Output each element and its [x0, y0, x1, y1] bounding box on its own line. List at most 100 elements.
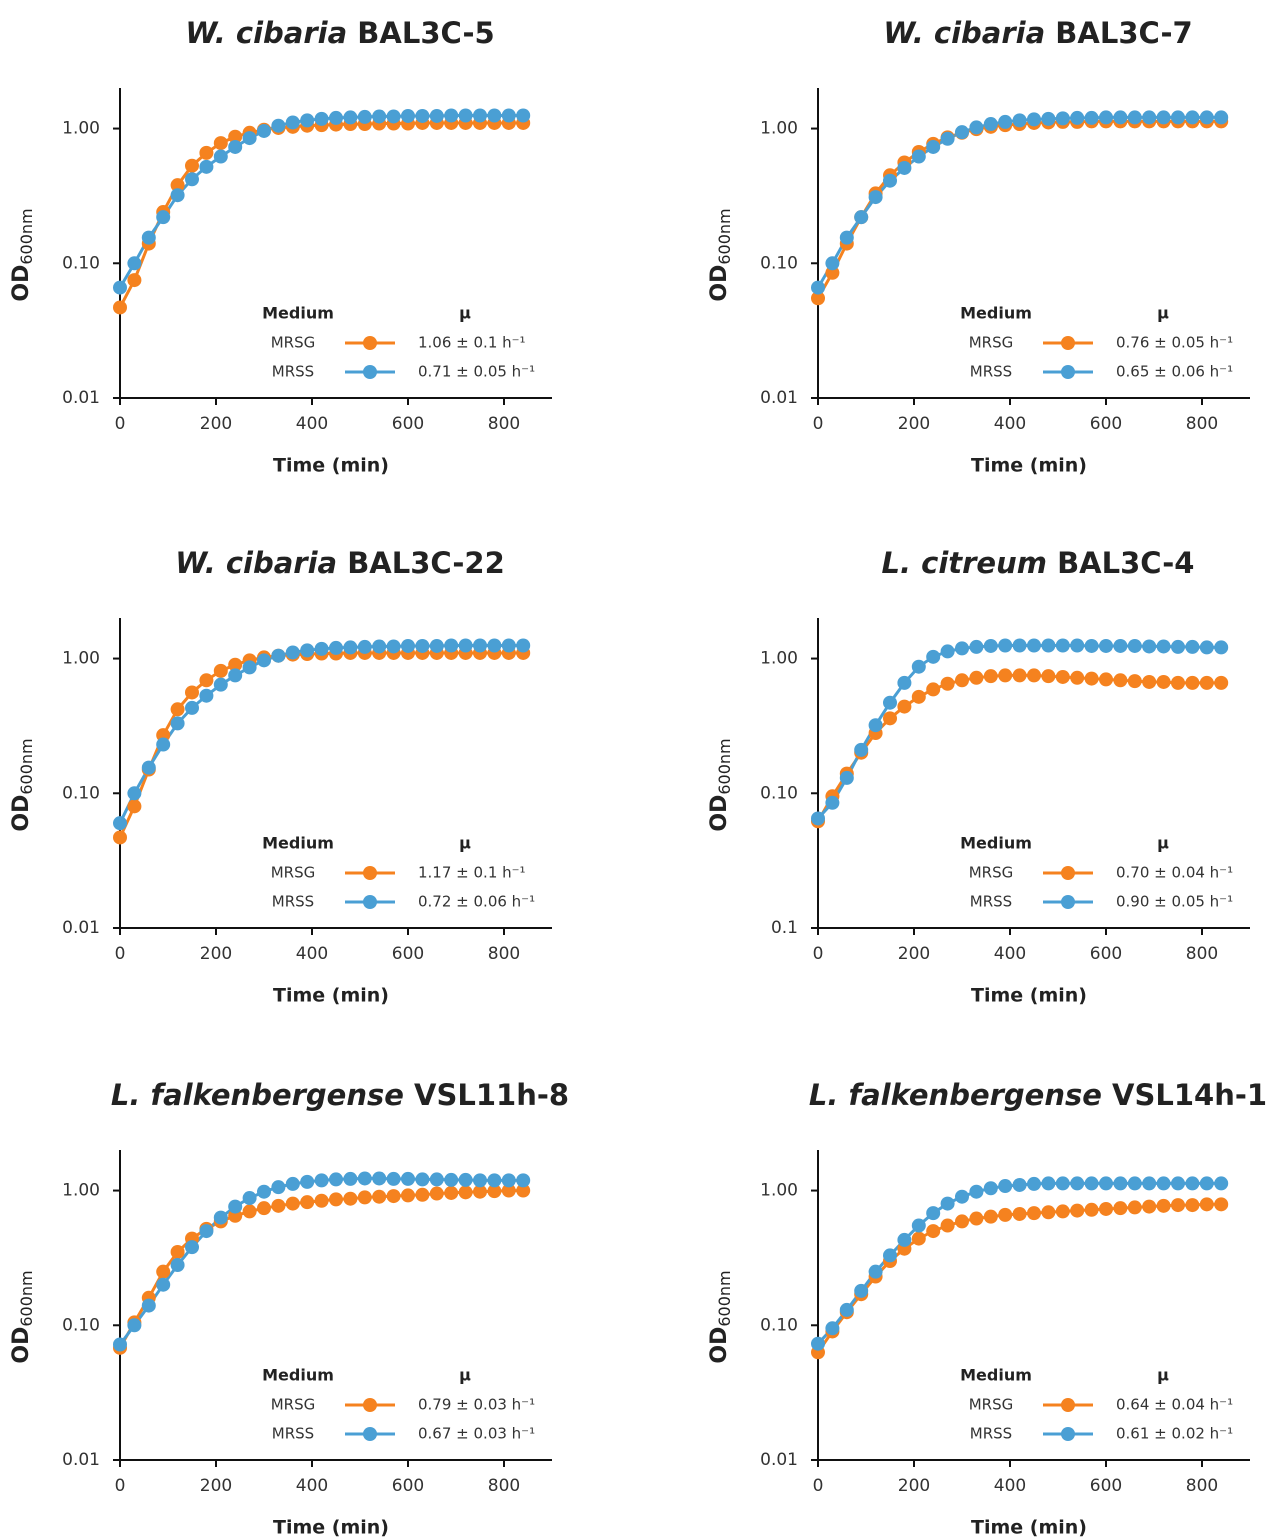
chart: W. cibaria BAL3C-22 0.01 0.10 1.00 0 200 400 60… [9, 546, 552, 1007]
y-tick-label: 0.1 [771, 918, 798, 938]
data-point [969, 1211, 984, 1226]
data-point [926, 1224, 941, 1239]
x-tick-label: 400 [994, 414, 1026, 434]
x-tick-label: 600 [392, 414, 424, 434]
y-axis-label: OD600nm [9, 208, 36, 301]
data-point [415, 1172, 430, 1187]
x-tick-label: 800 [1186, 1476, 1218, 1496]
data-point [998, 638, 1013, 653]
legend-name: MRSG [271, 864, 316, 882]
data-point [1185, 1176, 1200, 1191]
data-point [1084, 671, 1099, 686]
data-point [1171, 1176, 1185, 1191]
data-point [911, 149, 926, 164]
data-point [501, 1183, 516, 1198]
legend-marker [363, 895, 377, 909]
data-point [271, 1198, 286, 1213]
data-point [1041, 669, 1056, 684]
data-point [141, 760, 156, 775]
data-point [940, 644, 955, 659]
data-point [911, 689, 926, 704]
data-point [825, 795, 840, 810]
x-tick-label: 0 [115, 944, 126, 964]
series-line [118, 121, 524, 309]
data-point [113, 830, 127, 845]
data-point [1171, 110, 1185, 125]
data-point [127, 256, 142, 271]
data-point [926, 139, 941, 154]
legend-marker [363, 365, 377, 379]
data-point [185, 685, 199, 700]
data-point [883, 695, 897, 710]
y-label-main: OD [707, 795, 732, 832]
title-species: L. falkenbergense [809, 1078, 1102, 1112]
data-point [113, 1337, 127, 1352]
data-point [271, 118, 286, 133]
data-point [811, 291, 825, 306]
y-label-sub: 600nm [17, 208, 36, 264]
data-point [228, 1199, 243, 1214]
y-axis-label: OD600nm [707, 738, 734, 831]
data-point [285, 115, 300, 130]
data-point [1012, 113, 1027, 128]
data-point [185, 172, 199, 187]
legend-mu-header: μ [1157, 834, 1169, 853]
data-point [1214, 1197, 1229, 1212]
data-point [911, 1218, 926, 1233]
data-point [811, 1336, 825, 1351]
data-point [1070, 1176, 1085, 1191]
data-point [955, 673, 969, 688]
data-point [1070, 110, 1085, 125]
data-point [1199, 640, 1214, 655]
data-point [113, 816, 127, 831]
data-point [401, 108, 415, 123]
data-point [940, 131, 955, 146]
x-axis-label: Time (min) [273, 1517, 389, 1537]
data-point [199, 673, 214, 688]
y-label-main: OD [707, 265, 732, 302]
data-point [343, 640, 358, 655]
data-point [357, 1171, 372, 1186]
chart: L. falkenbergense VSL11h-8 0.01 0.10 1.00 0 2… [9, 1078, 569, 1537]
data-point [983, 1181, 998, 1196]
data-point [1041, 1205, 1056, 1220]
x-tick-label: 600 [392, 944, 424, 964]
y-axis-label: OD600nm [707, 1270, 734, 1363]
data-point [516, 108, 531, 123]
x-tick-label: 0 [813, 944, 824, 964]
data-point [473, 1184, 487, 1199]
series-line [816, 673, 1222, 822]
legend-marker [363, 1398, 377, 1412]
x-axis-label: Time (min) [971, 455, 1087, 477]
legend-marker [1061, 1427, 1075, 1441]
data-point [199, 159, 214, 174]
data-point [401, 1171, 415, 1186]
data-point [415, 108, 430, 123]
series-line [118, 651, 524, 839]
x-tick-label: 200 [898, 944, 930, 964]
data-point [1099, 110, 1113, 125]
legend-marker [1061, 1398, 1075, 1412]
data-point [415, 638, 430, 653]
data-point [1142, 1199, 1157, 1214]
y-tick-label: 1.00 [62, 1181, 100, 1201]
data-point [1055, 1176, 1070, 1191]
data-point [127, 273, 142, 288]
data-point [897, 675, 912, 690]
y-axis-label: OD600nm [9, 738, 36, 831]
data-point [1214, 675, 1229, 690]
data-point [825, 256, 840, 271]
data-point [314, 111, 329, 126]
data-point [185, 158, 199, 173]
data-point [357, 639, 372, 654]
legend-mu: 1.17 ± 0.1 h⁻¹ [418, 864, 526, 882]
x-tick-label: 800 [1186, 414, 1218, 434]
y-tick-label: 0.01 [62, 1450, 100, 1470]
data-point [213, 663, 228, 678]
data-point [429, 1186, 444, 1201]
legend-title: Medium [262, 834, 334, 853]
legend-name: MRSS [970, 893, 1012, 911]
data-point [386, 639, 401, 654]
data-point [1070, 1203, 1085, 1218]
data-point [357, 1190, 372, 1205]
